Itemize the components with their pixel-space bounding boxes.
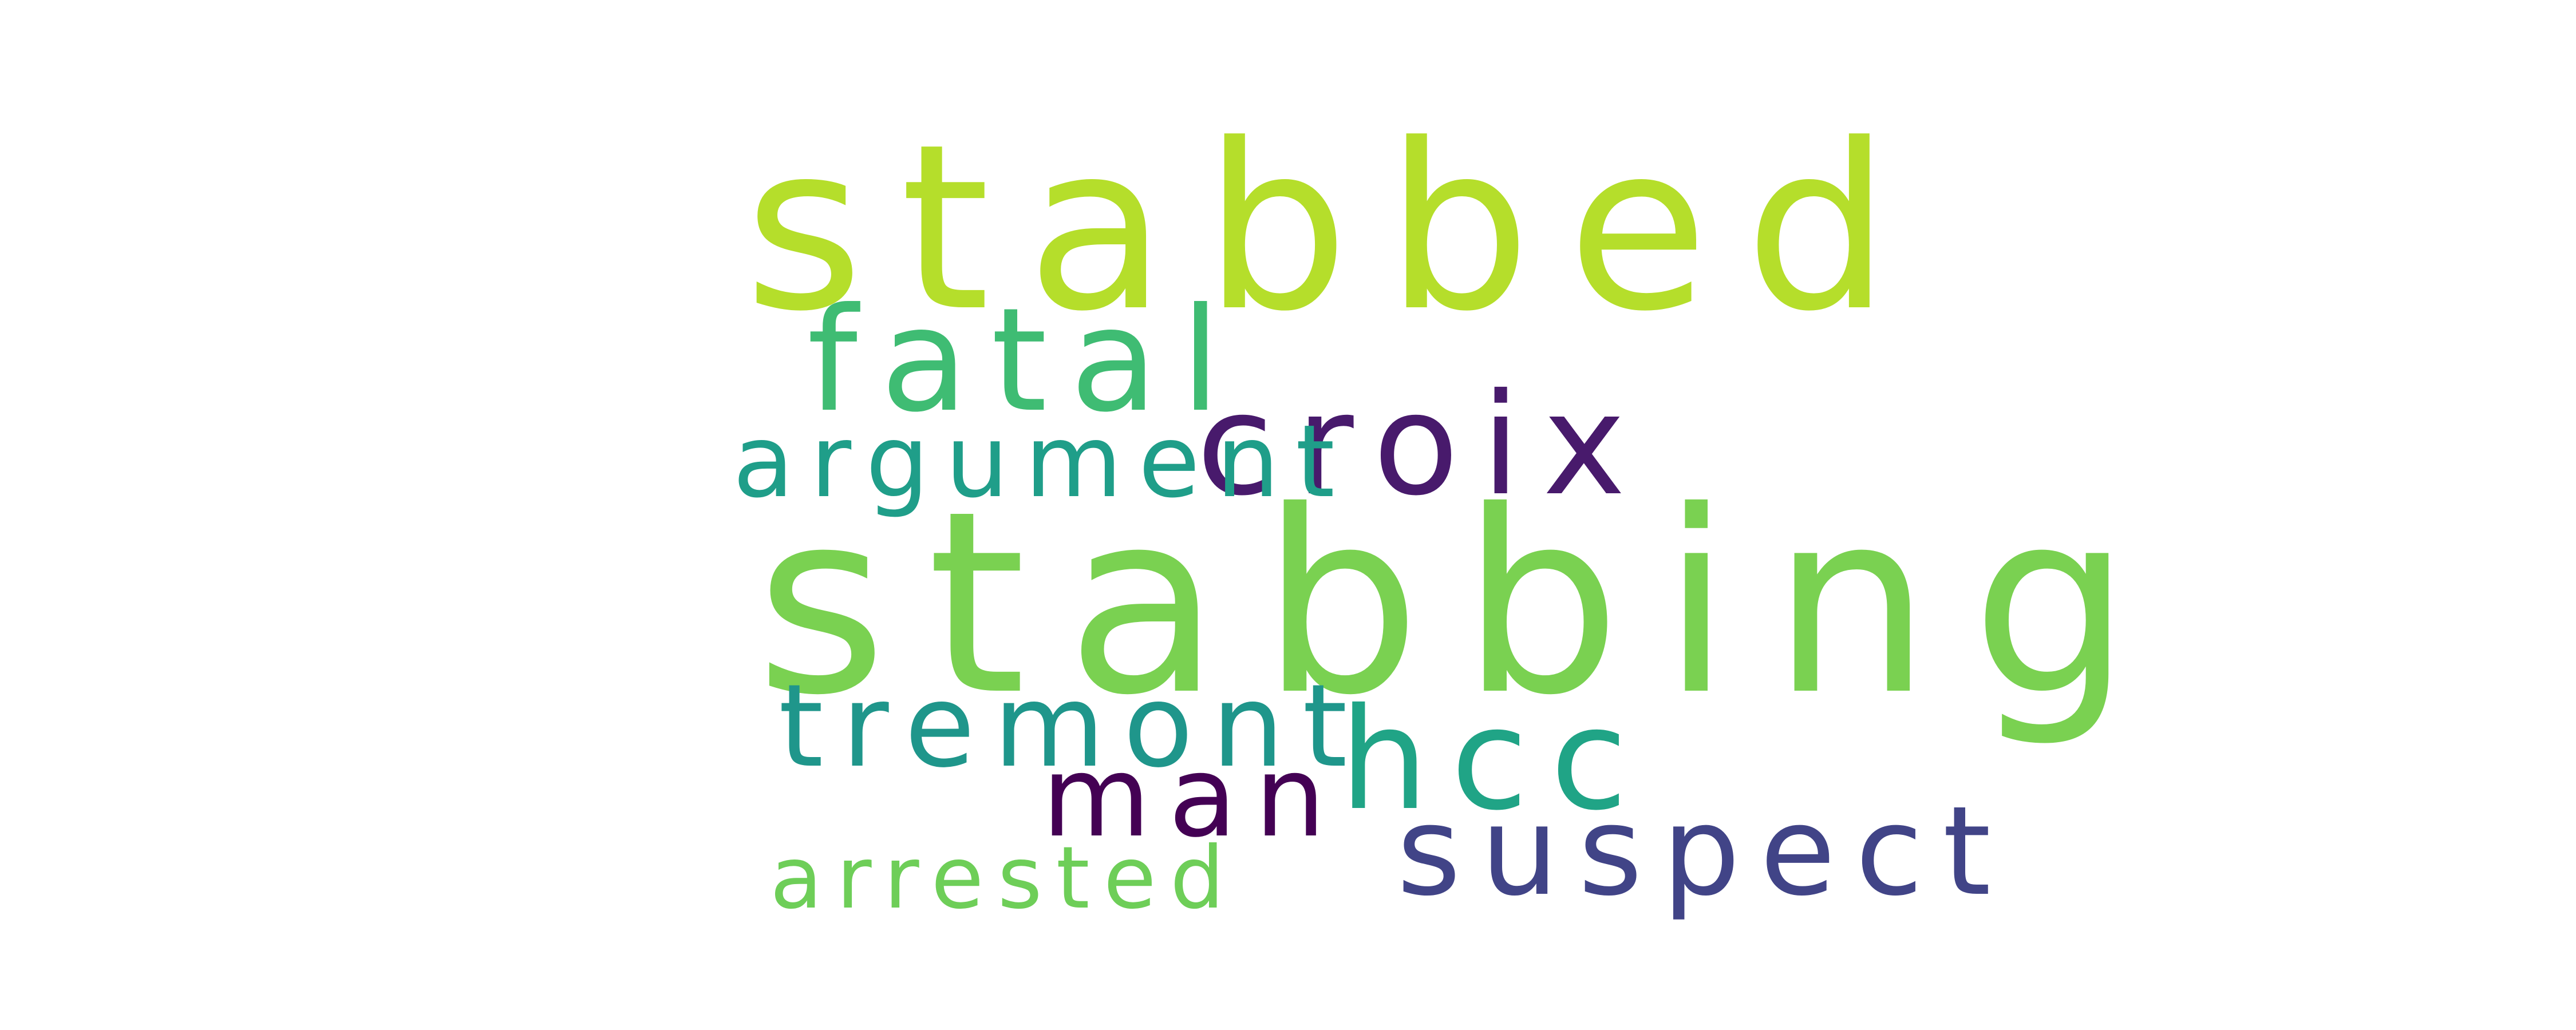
word-fatal: fatal [807,277,1243,443]
word-suspect: suspect [1397,779,2011,923]
word-stabbing: stabbing [756,457,2172,750]
word-tremont: tremont [779,660,1366,793]
word-argument: argument [733,404,1351,520]
word-hcc: hcc [1340,678,1650,841]
word-croix: croix [1196,363,1649,526]
word-stabbed: stabbed [744,96,1927,362]
word-man: man [1042,732,1344,862]
word-arrested: arrested [770,829,1239,928]
